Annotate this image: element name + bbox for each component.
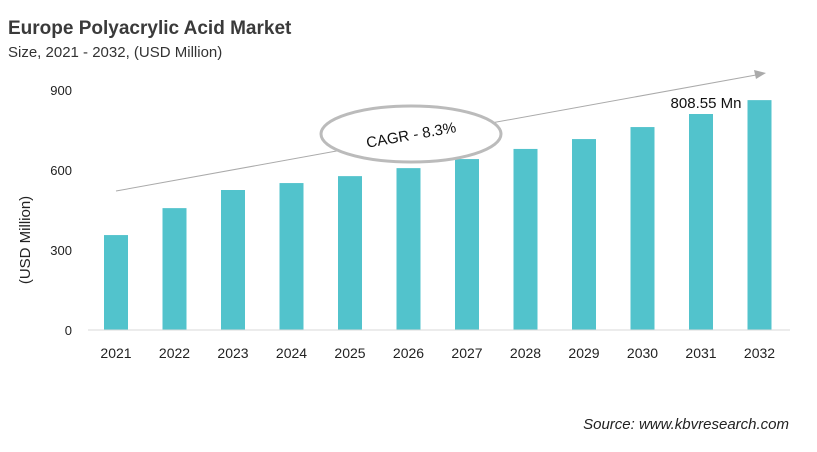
x-tick-label: 2027 bbox=[451, 345, 482, 361]
chart-subtitle: Size, 2021 - 2032, (USD Million) bbox=[8, 44, 223, 61]
y-tick-label: 0 bbox=[65, 323, 72, 338]
y-axis-label: (USD Million) bbox=[17, 196, 34, 284]
bar-2023 bbox=[221, 190, 245, 330]
x-tick-label: 2025 bbox=[334, 345, 365, 361]
x-tick-label: 2024 bbox=[276, 345, 307, 361]
bar-2031 bbox=[689, 114, 713, 330]
bar-2024 bbox=[279, 183, 304, 330]
bar-2026 bbox=[396, 168, 421, 330]
x-tick-label: 2021 bbox=[100, 345, 131, 361]
x-tick-label: 2032 bbox=[744, 345, 775, 361]
x-tick-label: 2026 bbox=[393, 345, 424, 361]
bar-2030 bbox=[630, 127, 655, 330]
bar-2029 bbox=[572, 139, 596, 330]
y-tick-label: 900 bbox=[50, 83, 72, 98]
cagr-callout: CAGR - 8.3% bbox=[319, 104, 503, 164]
bar-2027 bbox=[455, 159, 479, 330]
y-tick-label: 600 bbox=[50, 163, 72, 178]
x-tick-label: 2028 bbox=[510, 345, 541, 361]
chart-title: Europe Polyacrylic Acid Market bbox=[8, 18, 292, 39]
bar-2025 bbox=[338, 176, 362, 330]
bar-2022 bbox=[162, 208, 187, 330]
x-tick-label: 2023 bbox=[217, 345, 248, 361]
bar-2021 bbox=[104, 235, 128, 330]
value-annotation: 808.55 Mn bbox=[671, 95, 742, 112]
x-tick-label: 2031 bbox=[685, 345, 716, 361]
source-text: Source: www.kbvresearch.com bbox=[583, 416, 789, 433]
x-tick-label: 2030 bbox=[627, 345, 658, 361]
x-tick-label: 2022 bbox=[159, 345, 190, 361]
bar-2032 bbox=[747, 100, 772, 330]
x-tick-label: 2029 bbox=[568, 345, 599, 361]
bar-2028 bbox=[513, 148, 538, 330]
y-tick-label: 300 bbox=[50, 243, 72, 258]
